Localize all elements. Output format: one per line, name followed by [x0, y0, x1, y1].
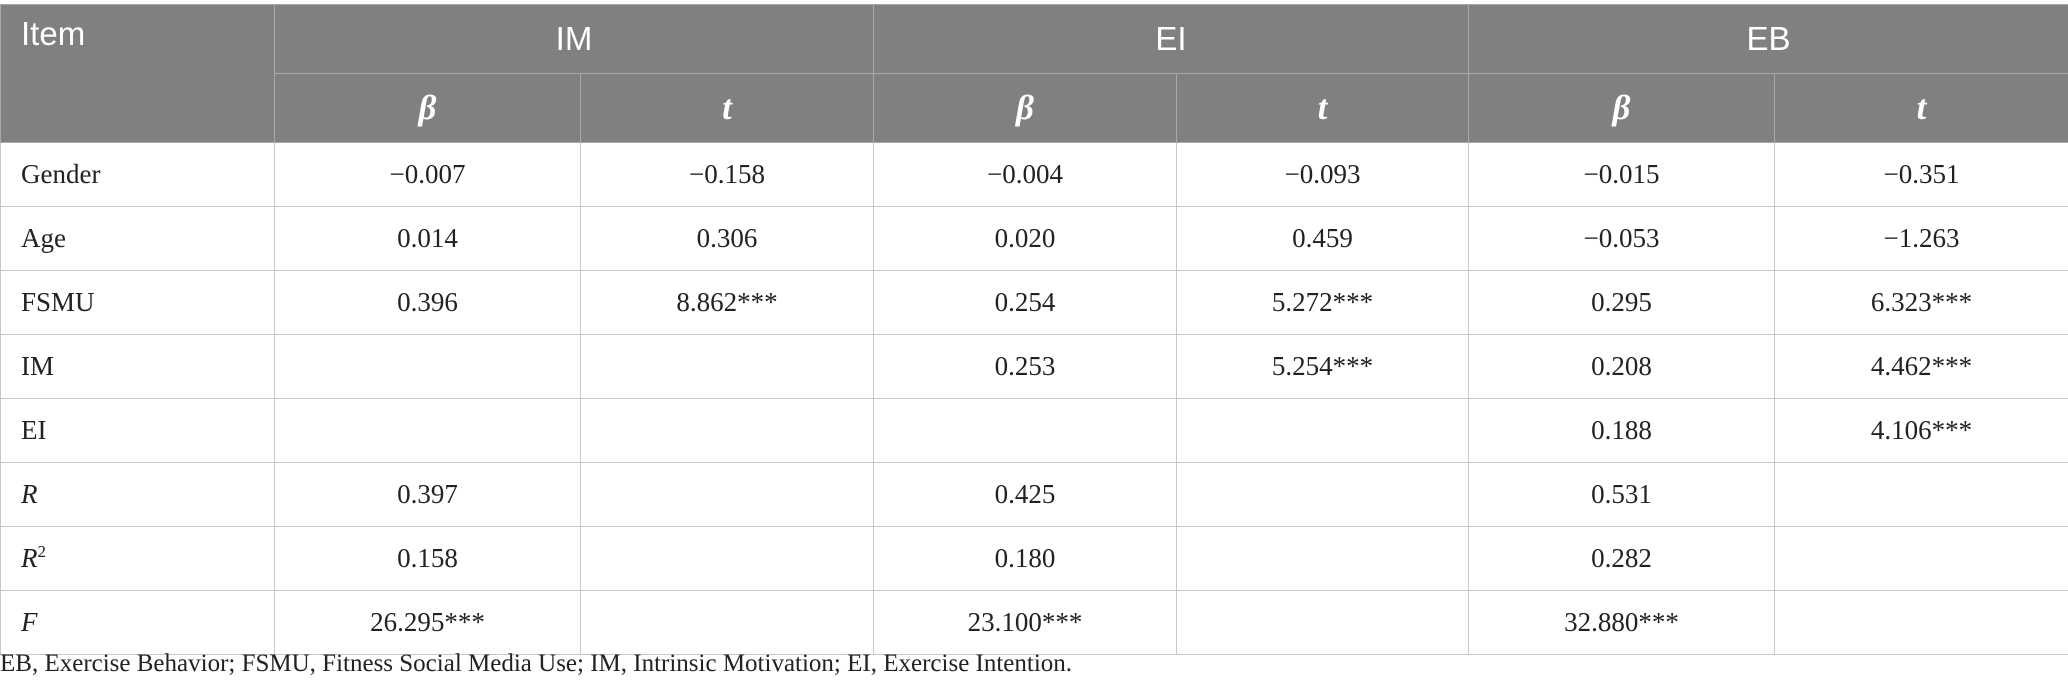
- table-cell: −0.015: [1468, 142, 1776, 207]
- row-label: FSMU: [0, 270, 275, 335]
- table-row: R2 0.158 0.180 0.282: [0, 526, 2068, 591]
- row-label: IM: [0, 334, 275, 399]
- table-cell: 0.425: [873, 462, 1178, 527]
- table-cell: 0.282: [1468, 526, 1776, 591]
- table-cell: 4.106***: [1774, 398, 2068, 463]
- table-cell: 5.254***: [1176, 334, 1470, 399]
- row-label-superscript: 2: [37, 542, 47, 561]
- table-cell: 0.397: [274, 462, 581, 527]
- row-label: F: [0, 590, 275, 655]
- table-cell: [1176, 398, 1470, 463]
- header-group-im: IM: [273, 4, 875, 74]
- header-im-t: t: [579, 73, 875, 143]
- header-eb-beta: β: [1468, 73, 1776, 143]
- table-cell: 0.208: [1468, 334, 1776, 399]
- table-cell: [1774, 462, 2068, 527]
- table-cell: 0.254: [873, 270, 1178, 335]
- table-cell: 23.100***: [873, 590, 1178, 655]
- table-row: IM 0.253 5.254*** 0.208 4.462***: [0, 334, 2068, 399]
- table-cell: 5.272***: [1176, 270, 1470, 335]
- table-cell: 0.188: [1468, 398, 1776, 463]
- header-row-groups: Item IM EI EB: [0, 4, 2068, 143]
- header-im-beta: β: [274, 73, 581, 143]
- table-cell: −0.093: [1176, 142, 1470, 207]
- table-cell: 4.462***: [1774, 334, 2068, 399]
- table-row: FSMU 0.396 8.862*** 0.254 5.272*** 0.295…: [0, 270, 2068, 335]
- row-label: Age: [0, 206, 275, 271]
- table-footnote: EB, Exercise Behavior; FSMU, Fitness Soc…: [0, 650, 1073, 677]
- table-cell: 0.531: [1468, 462, 1776, 527]
- table-cell: −0.351: [1774, 142, 2068, 207]
- table-cell: −0.004: [873, 142, 1178, 207]
- table-cell: 8.862***: [579, 270, 875, 335]
- table-cell: 0.180: [873, 526, 1178, 591]
- table-cell: 26.295***: [274, 590, 581, 655]
- table-cell: −0.158: [579, 142, 875, 207]
- table-cell: 0.459: [1176, 206, 1470, 271]
- table-cell: [274, 398, 581, 463]
- header-group-eb: EB: [1468, 4, 2068, 74]
- header-row-sub: β t β t β t: [1, 73, 2068, 143]
- table-cell: 0.253: [873, 334, 1178, 399]
- table-row: Gender −0.007 −0.158 −0.004 −0.093 −0.01…: [0, 142, 2068, 207]
- table-cell: [579, 334, 875, 399]
- table-cell: −0.053: [1468, 206, 1776, 271]
- regression-table: Item IM EI EB β t β t β t Gender −0.007 …: [0, 4, 2068, 655]
- table-cell: [579, 590, 875, 655]
- header-item: Item: [0, 4, 275, 143]
- table-cell: 0.158: [274, 526, 581, 591]
- table-cell: 0.020: [873, 206, 1178, 271]
- table-cell: [1774, 590, 2068, 655]
- table-cell: 0.014: [274, 206, 581, 271]
- header-group-ei: EI: [873, 4, 1470, 74]
- row-label: Gender: [0, 142, 275, 207]
- header-ei-beta: β: [873, 73, 1178, 143]
- table-cell: [873, 398, 1178, 463]
- table-cell: 0.396: [274, 270, 581, 335]
- table-row: R 0.397 0.425 0.531: [0, 462, 2068, 527]
- table-cell: 32.880***: [1468, 590, 1776, 655]
- header-eb-t: t: [1774, 73, 2068, 143]
- table-cell: [1774, 526, 2068, 591]
- table-cell: 0.295: [1468, 270, 1776, 335]
- table-cell: [579, 526, 875, 591]
- table-cell: 0.306: [579, 206, 875, 271]
- table-cell: [579, 398, 875, 463]
- table-row: F 26.295*** 23.100*** 32.880***: [0, 590, 2068, 655]
- table-cell: [1176, 526, 1470, 591]
- row-label-base: R: [21, 543, 38, 573]
- table-row: EI 0.188 4.106***: [0, 398, 2068, 463]
- row-label: EI: [0, 398, 275, 463]
- header-ei-t: t: [1176, 73, 1470, 143]
- row-label: R2: [0, 526, 275, 591]
- row-label: R: [0, 462, 275, 527]
- table-row: Age 0.014 0.306 0.020 0.459 −0.053 −1.26…: [0, 206, 2068, 271]
- table-cell: [1176, 590, 1470, 655]
- table-cell: 6.323***: [1774, 270, 2068, 335]
- table-cell: [1176, 462, 1470, 527]
- table-cell: [579, 462, 875, 527]
- table-cell: −1.263: [1774, 206, 2068, 271]
- table-cell: −0.007: [274, 142, 581, 207]
- table-cell: [274, 334, 581, 399]
